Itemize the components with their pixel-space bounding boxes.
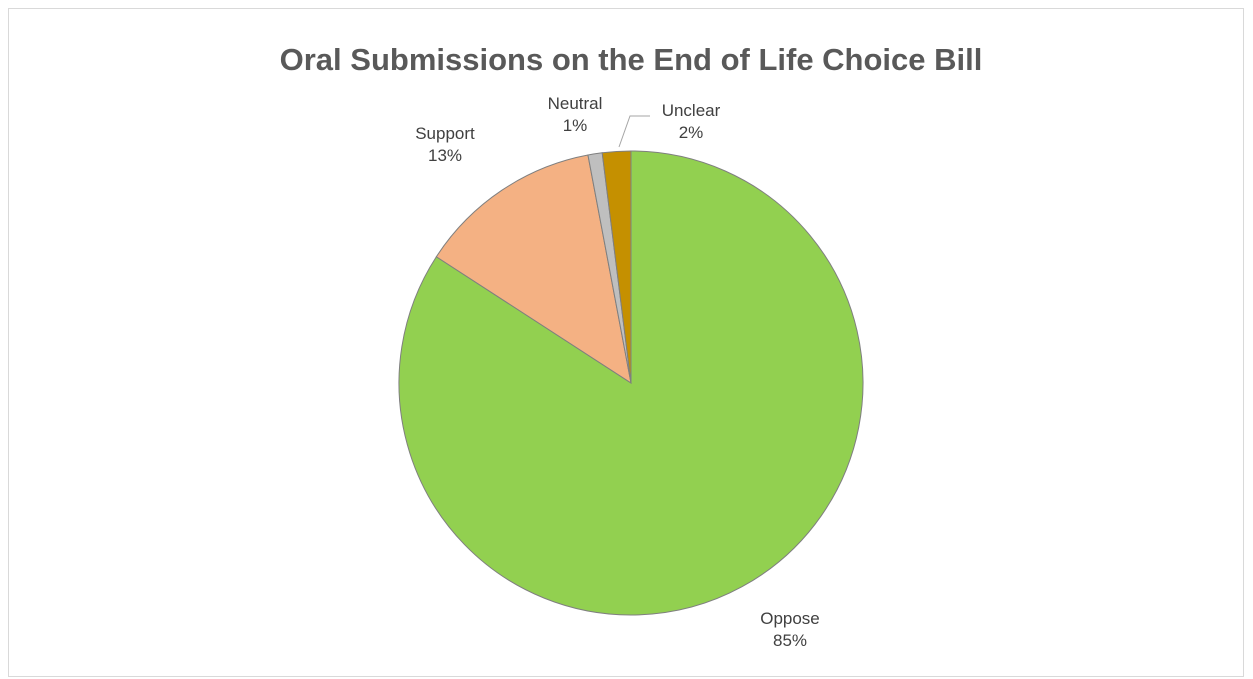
data-label-unclear-name: Unclear (662, 101, 721, 120)
data-labels: Oppose 85% Support 13% Neutral 1% Unclear 2% (415, 94, 820, 650)
data-label-oppose-value: 85% (773, 631, 807, 650)
leader-line-unclear (618, 115, 650, 148)
data-label-unclear-value: 2% (679, 123, 704, 142)
pie-slices (398, 150, 864, 616)
chart-title: Oral Submissions on the End of Life Choi… (280, 42, 983, 77)
pie-slice-support (435, 154, 632, 385)
data-label-support-value: 13% (428, 146, 462, 165)
leader-lines (618, 115, 650, 148)
data-label-neutral-value: 1% (563, 116, 588, 135)
pie-slice-unclear (601, 150, 632, 384)
data-label-neutral-name: Neutral (548, 94, 603, 113)
data-label-support-name: Support (415, 124, 475, 143)
data-label-oppose-name: Oppose (760, 609, 820, 628)
